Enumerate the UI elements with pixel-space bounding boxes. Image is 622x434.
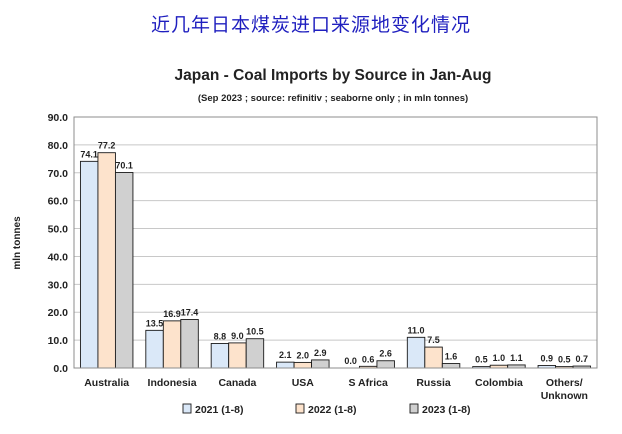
bar: [276, 361, 295, 369]
x-tick-label: S Africa: [349, 377, 388, 389]
data-label: 0.0: [344, 356, 357, 366]
bar: [180, 319, 199, 369]
data-label: 74.1: [80, 149, 98, 159]
bar: [376, 360, 395, 369]
x-tick-label: Indonesia: [148, 377, 197, 389]
bar: [162, 320, 182, 369]
bar: [245, 338, 265, 369]
data-label: 9.0: [231, 331, 244, 341]
data-label: 8.8: [214, 331, 227, 341]
data-labels: 74.177.2 70.1 13.516.9 17.4 8.8 9.0 10.5 2.1 2.0…: [80, 141, 588, 366]
x-tick-label: USA: [292, 377, 315, 389]
data-label: 10.5: [246, 327, 264, 337]
data-label: 0.6: [362, 354, 375, 364]
page-header: 近几年日本煤炭进口来源地变化情况: [150, 14, 471, 36]
data-label: 0.5: [475, 355, 488, 365]
bar: [97, 152, 116, 369]
bar: [406, 336, 426, 369]
y-tick-label: 70.0: [48, 168, 69, 180]
x-tick-label: Colombia: [475, 377, 523, 389]
bar: [210, 343, 230, 369]
data-label: 1.1: [510, 353, 523, 363]
bar: [293, 361, 313, 369]
y-tick-label: 40.0: [48, 251, 69, 263]
data-label: 13.5: [146, 318, 164, 328]
axes: 0.0 10.0 20.0 30.0 40.0 50.0 60.0 70.0 80.0 90.0 A…: [48, 112, 598, 402]
y-tick-label: 10.0: [48, 335, 69, 347]
y-tick-label: 90.0: [48, 112, 69, 124]
bar: [441, 363, 461, 369]
chart-subtitle: (Sep 2023 ; source: refinitiv ; seaborne…: [198, 93, 468, 104]
data-label: 2.0: [297, 350, 310, 360]
bars: [79, 152, 592, 369]
x-tick-label: Others/Unknown: [541, 377, 588, 402]
data-label: 16.9: [163, 309, 181, 319]
data-label: 7.5: [427, 335, 440, 345]
data-label: 0.7: [576, 354, 589, 364]
bar: [79, 160, 99, 369]
y-axis-label: mln tonnes: [12, 216, 23, 270]
data-label: 11.0: [408, 325, 425, 335]
legend-label: 2023 (1-8): [422, 404, 470, 416]
legend: 2021 (1-8) 2022 (1-8) 2023 (1-8): [182, 403, 470, 416]
bar: [311, 359, 330, 369]
bar: [114, 172, 134, 369]
data-label: 2.6: [379, 349, 392, 359]
data-label: 77.2: [98, 141, 116, 151]
y-tick-label: 80.0: [48, 140, 69, 152]
chart-title: Japan - Coal Imports by Source in Jan-Au…: [175, 67, 492, 84]
data-label: 70.1: [115, 160, 133, 170]
data-label: 17.4: [181, 307, 199, 317]
x-tick-label: Russia: [416, 377, 451, 389]
y-tick-label: 50.0: [48, 224, 69, 236]
legend-swatch: [295, 403, 305, 414]
bar: [424, 346, 443, 369]
data-label: 2.9: [314, 348, 327, 358]
bar: [228, 342, 247, 369]
x-tick-label: Australia: [84, 377, 129, 389]
legend-label: 2022 (1-8): [308, 404, 356, 416]
legend-label: 2021 (1-8): [195, 404, 243, 416]
data-label: 1.6: [445, 352, 458, 362]
data-label: 1.0: [493, 353, 506, 363]
x-tick-label: Canada: [218, 377, 256, 389]
data-label: 0.9: [541, 353, 554, 363]
legend-swatch: [182, 403, 192, 414]
y-tick-label: 20.0: [48, 307, 69, 319]
data-label: 2.1: [279, 350, 292, 360]
y-tick-label: 30.0: [48, 279, 69, 291]
plot-frame: [73, 116, 598, 369]
y-tick-label: 60.0: [48, 196, 69, 208]
y-tick-label: 0.0: [53, 363, 68, 375]
bar: [145, 329, 164, 369]
grid-lines: [74, 116, 597, 341]
data-label: 0.5: [558, 355, 571, 365]
legend-swatch: [409, 403, 419, 414]
